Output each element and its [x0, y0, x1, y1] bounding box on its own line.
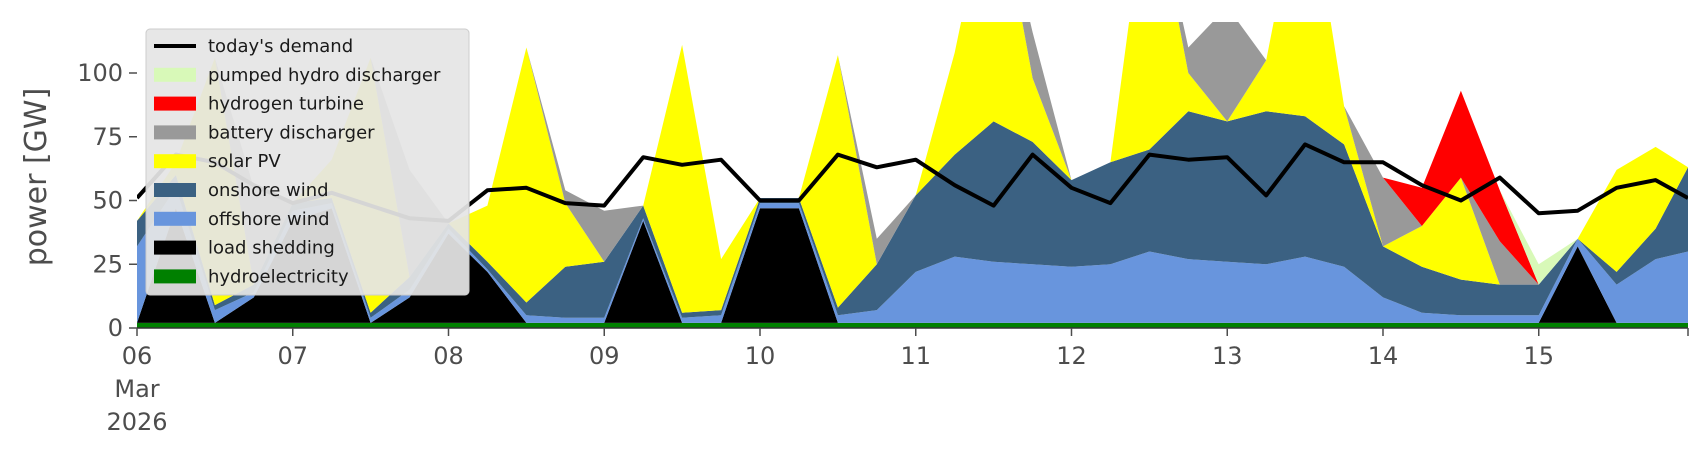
x-tick-label: 13	[1212, 342, 1243, 370]
y-tick-label: 75	[92, 123, 123, 151]
x-tick-label: Mar	[114, 375, 159, 403]
x-tick-label: 08	[433, 342, 464, 370]
area-solar-pv	[137, 22, 1688, 313]
legend-label: solar PV	[208, 151, 281, 172]
legend-label: pumped hydro discharger	[208, 65, 441, 86]
x-tick-label: 12	[1056, 342, 1087, 370]
y-tick-label: 100	[77, 59, 123, 87]
x-tick-label: 11	[900, 342, 931, 370]
legend-label: today's demand	[208, 36, 353, 57]
area-onshore-wind	[137, 111, 1688, 318]
legend-swatch	[154, 211, 196, 226]
x-tick-label: 06	[122, 342, 153, 370]
legend-swatch	[154, 269, 196, 284]
legend-swatch	[154, 125, 196, 140]
axes: 0 25 50 75 100 06 Mar 2026 07 08 09 10 11 12 13 14 15	[77, 59, 1689, 436]
y-tick-label: 0	[108, 314, 123, 342]
legend-swatch	[154, 96, 196, 111]
legend-swatch	[154, 183, 196, 197]
legend-swatch	[154, 67, 196, 82]
legend-item-hydrogen-turbine: hydrogen turbine	[154, 94, 364, 115]
y-axis-label: power [GW]	[19, 88, 54, 267]
legend-swatch	[154, 240, 196, 255]
legend: today's demand pumped hydro discharger hyd…	[145, 28, 470, 296]
legend-item-battery-discharger: battery discharger	[154, 122, 375, 143]
legend-swatch	[154, 154, 196, 169]
x-tick-label: 10	[745, 342, 776, 370]
x-tick-label: 09	[589, 342, 620, 370]
legend-item-solar-pv: solar PV	[154, 151, 281, 172]
x-tick-label: 15	[1523, 342, 1554, 370]
legend-label: battery discharger	[208, 122, 375, 143]
y-tick-label: 25	[92, 250, 123, 278]
area-hydroelectricity	[137, 322, 1688, 328]
legend-item-hydroelectricity: hydroelectricity	[154, 266, 349, 287]
x-tick-label: 07	[277, 342, 308, 370]
legend-box	[145, 28, 470, 296]
legend-item-offshore-wind: offshore wind	[154, 209, 330, 230]
y-tick-label: 50	[92, 187, 123, 215]
legend-item-onshore-wind: onshore wind	[154, 180, 329, 201]
legend-item-load-shedding: load shedding	[154, 238, 335, 259]
legend-item-pumped-hydro-discharger: pumped hydro discharger	[154, 65, 441, 86]
legend-label: onshore wind	[208, 180, 329, 201]
legend-label: hydroelectricity	[208, 266, 349, 287]
x-tick-label: 2026	[106, 408, 167, 436]
area-pumped-hydro-discharger	[137, 22, 1688, 285]
legend-item-today-s-demand: today's demand	[154, 36, 353, 57]
legend-label: offshore wind	[208, 209, 330, 230]
legend-label: hydrogen turbine	[208, 94, 364, 115]
legend-label: load shedding	[208, 238, 335, 259]
area-offshore-wind	[137, 187, 1688, 323]
x-tick-label: 14	[1368, 342, 1399, 370]
